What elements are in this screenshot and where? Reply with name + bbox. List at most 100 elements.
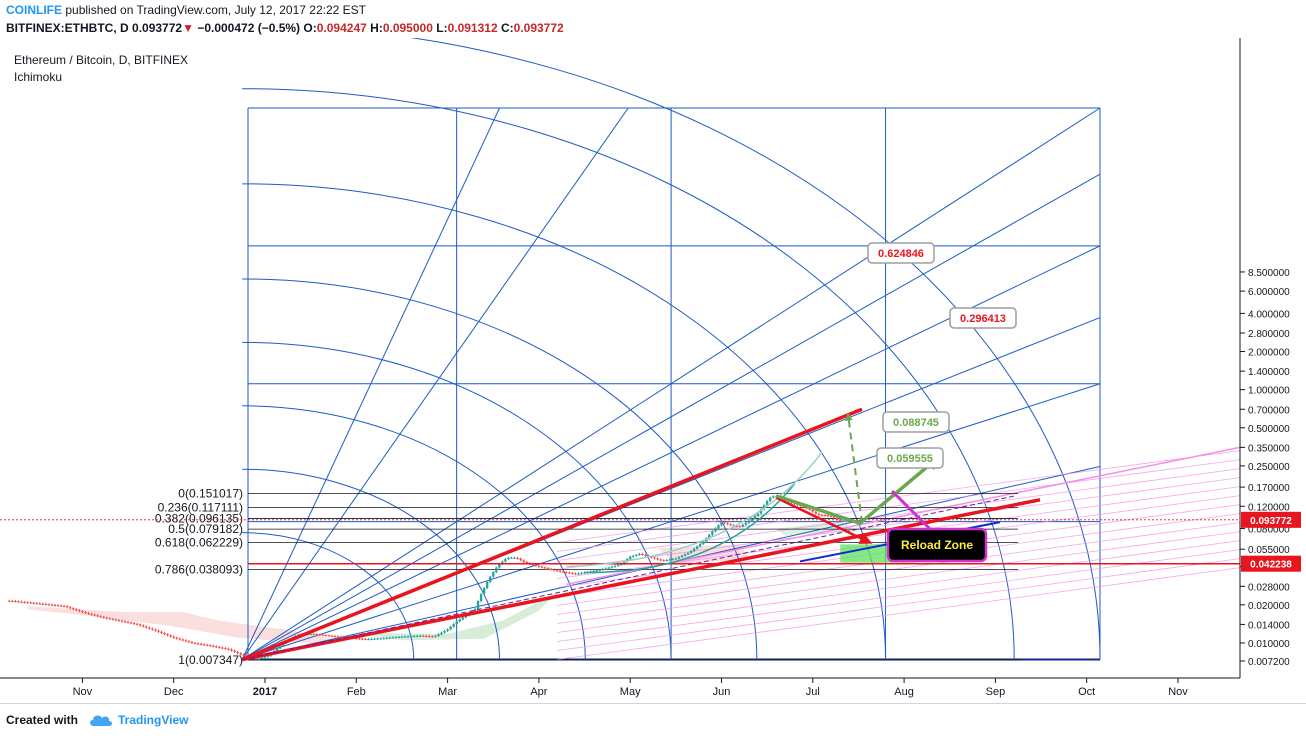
candle-body: [598, 569, 601, 571]
candle-body: [108, 618, 111, 620]
candle-body: [845, 520, 848, 522]
gann-arc: [242, 341, 672, 660]
tradingview-cloud-icon[interactable]: [88, 712, 114, 728]
candle-body: [376, 638, 379, 640]
x-tick-label: Sep: [986, 686, 1006, 698]
gann-ray: [241, 173, 1101, 660]
candle-body: [449, 626, 452, 630]
candle-body: [44, 604, 48, 606]
fib-label: 0.5(0.079182): [168, 522, 243, 536]
price-tag-label: 0.093772: [1250, 516, 1292, 527]
candle-body: [17, 601, 20, 603]
x-tick-label: Dec: [164, 686, 184, 698]
candle-body: [23, 601, 26, 603]
candle-body: [537, 565, 541, 567]
candle-body: [562, 571, 565, 573]
price-tag-label: 0.042238: [1250, 560, 1292, 571]
chart-svg[interactable]: 0(0.151017)0.236(0.117111)0.382(0.096135…: [0, 38, 1306, 703]
candle-body: [702, 541, 705, 545]
candle-body: [379, 638, 382, 640]
cloud-bullish: [776, 520, 859, 536]
y-tick-label: 0.020000: [1248, 601, 1290, 612]
symbol-label: BITFINEX:ETHBTC, D: [6, 21, 129, 35]
candle-body: [59, 605, 63, 607]
candle-body: [571, 573, 574, 575]
y-tick-label: 2.000000: [1248, 348, 1290, 359]
callout-label: 0.296413: [960, 313, 1006, 325]
candle-body: [498, 564, 501, 568]
candle-body: [458, 619, 461, 622]
candle-body: [662, 560, 665, 562]
candle-body: [96, 615, 99, 617]
candle-body: [87, 612, 90, 614]
candle-body: [215, 646, 218, 648]
channel-line: [557, 459, 1240, 552]
y-tick-label: 0.028000: [1248, 582, 1290, 593]
candle-body: [832, 516, 836, 518]
candle-body: [333, 636, 337, 638]
candle-body: [820, 514, 824, 516]
gann-ray: [241, 107, 629, 660]
x-tick-label: Jun: [713, 686, 731, 698]
chart-area[interactable]: 0(0.151017) 0.236(0.117111) 0.382(0.096135…: [0, 38, 1306, 703]
pink-channel: [557, 446, 1240, 660]
candle-body: [312, 633, 315, 635]
candle-body: [735, 525, 738, 527]
candle-body: [592, 570, 595, 572]
y-tick-label: 0.350000: [1248, 443, 1290, 454]
callout-box: [949, 307, 1017, 329]
y-tick-label: 0.010000: [1248, 639, 1290, 650]
candle-body: [336, 636, 340, 638]
candle-body: [559, 570, 562, 572]
chart-legend-indicator: Ichimoku: [14, 70, 62, 84]
candle-body: [105, 617, 108, 619]
candle-body: [726, 523, 729, 525]
candle-body: [81, 611, 84, 613]
candle-body: [595, 570, 598, 572]
candle-body: [546, 568, 550, 570]
candle-body: [607, 567, 611, 569]
candle-body: [765, 501, 769, 506]
candle-body: [829, 515, 833, 517]
candle-body: [47, 604, 51, 606]
candle-body: [65, 606, 69, 608]
candle-body: [139, 624, 142, 626]
candle-body: [53, 604, 57, 606]
candle-body: [665, 560, 668, 562]
tradingview-link[interactable]: TradingView: [118, 713, 189, 727]
candle-body: [400, 636, 404, 638]
price-tag-box: [1241, 511, 1301, 528]
candle-body: [29, 602, 32, 604]
candle-body: [120, 620, 124, 622]
candle-body: [574, 573, 577, 575]
candle-body: [842, 520, 845, 522]
candle-body: [8, 600, 11, 602]
y-tick-label: 0.250000: [1248, 462, 1290, 473]
candle-body: [35, 603, 38, 605]
candle-body: [610, 566, 614, 568]
candle-body: [388, 637, 391, 639]
candle-body: [279, 645, 282, 649]
candle-body: [485, 581, 489, 589]
open-label: O:: [303, 21, 317, 35]
candle-body: [364, 638, 367, 640]
open-value: 0.094247: [316, 21, 367, 35]
candle-body: [148, 627, 151, 629]
candle-body: [479, 594, 483, 602]
candle-body: [750, 518, 754, 521]
candle-body: [99, 616, 102, 618]
candle-body: [62, 605, 66, 607]
channel-line: [557, 558, 1240, 651]
candle-body: [644, 554, 647, 556]
candle-body: [835, 517, 839, 520]
candle-body: [358, 638, 361, 640]
candle-body: [178, 638, 181, 640]
candle-body: [157, 630, 160, 632]
candle-body: [129, 622, 133, 624]
author-name[interactable]: COINLIFE: [6, 3, 62, 17]
candle-body: [41, 603, 45, 605]
price-tag-box: [1241, 555, 1301, 572]
x-tick-label: Jul: [806, 686, 820, 698]
publish-line: COINLIFE published on TradingView.com, J…: [6, 3, 366, 17]
candle-body: [811, 509, 814, 512]
